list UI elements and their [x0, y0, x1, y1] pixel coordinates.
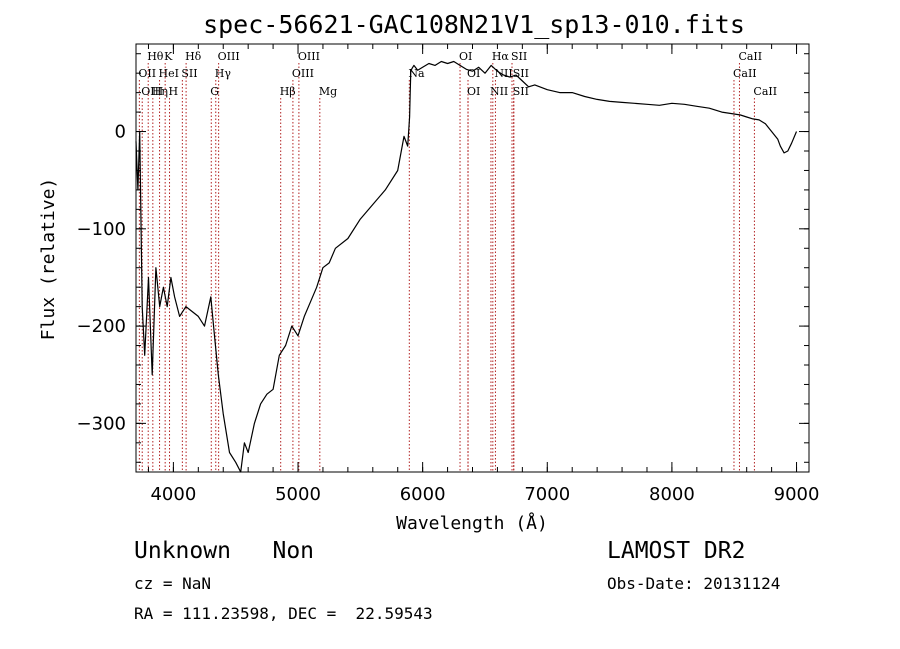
line-label-13: OIII: [292, 67, 314, 80]
line-label-9: OII: [138, 67, 156, 80]
line-label-10: HeI: [159, 67, 179, 80]
line-label-19: OIII: [141, 85, 163, 98]
line-label-17: SII: [513, 67, 529, 80]
x-tick-label-5: 9000: [774, 484, 820, 505]
line-label-12: Hγ: [215, 67, 232, 80]
redshift-label: cz = NaN: [134, 574, 212, 593]
y-tick-label-1: −200: [77, 316, 126, 337]
spectrum-series: [135, 60, 798, 473]
x-tick-label-0: 4000: [150, 484, 196, 505]
x-tick-label-1: 5000: [275, 484, 321, 505]
line-label-15: OI: [467, 67, 480, 80]
line-label-20: Hη: [152, 85, 168, 98]
line-label-3: OIII: [218, 50, 240, 63]
y-tick-label-2: −100: [77, 219, 126, 240]
line-label-1: K: [164, 50, 173, 63]
line-label-21: H: [169, 85, 179, 98]
y-tick-label-0: −300: [77, 413, 126, 434]
line-label-28: CaII: [753, 85, 777, 98]
x-tick-label-2: 6000: [400, 484, 446, 505]
x-tick-label-3: 7000: [524, 484, 570, 505]
line-label-6: Hα: [492, 50, 510, 63]
line-label-25: OI: [467, 85, 480, 98]
line-label-4: OIII: [298, 50, 320, 63]
survey-label: LAMOST DR2: [607, 538, 746, 564]
coordinates-label: RA = 111.23598, DEC = 22.59543: [134, 604, 433, 623]
line-label-16: NII: [494, 67, 512, 80]
x-tick-label-4: 8000: [649, 484, 695, 505]
line-label-18: CaII: [733, 67, 757, 80]
line-label-14: Na: [408, 67, 425, 80]
y-axis-label: Flux (relative): [38, 178, 59, 341]
line-label-8: CaII: [738, 50, 762, 63]
line-label-7: SII: [511, 50, 527, 63]
y-tick-label-3: 0: [115, 122, 126, 143]
line-label-22: G: [210, 85, 219, 98]
chart-title: spec-56621-GAC108N21V1_sp13-010.fits: [203, 10, 745, 39]
line-label-23: Hβ: [280, 85, 296, 98]
line-label-11: SII: [181, 67, 197, 80]
obs-date-label: Obs-Date: 20131124: [607, 574, 781, 593]
class-label: Unknown Non: [134, 538, 315, 564]
line-label-5: OI: [459, 50, 472, 63]
x-axis-label: Wavelength (Å): [396, 512, 548, 534]
line-label-24: Mg: [319, 85, 337, 98]
line-label-2: Hδ: [185, 50, 202, 63]
line-label-0: Hθ: [147, 50, 164, 63]
line-label-27: SII: [513, 85, 529, 98]
line-label-26: NII: [490, 85, 508, 98]
